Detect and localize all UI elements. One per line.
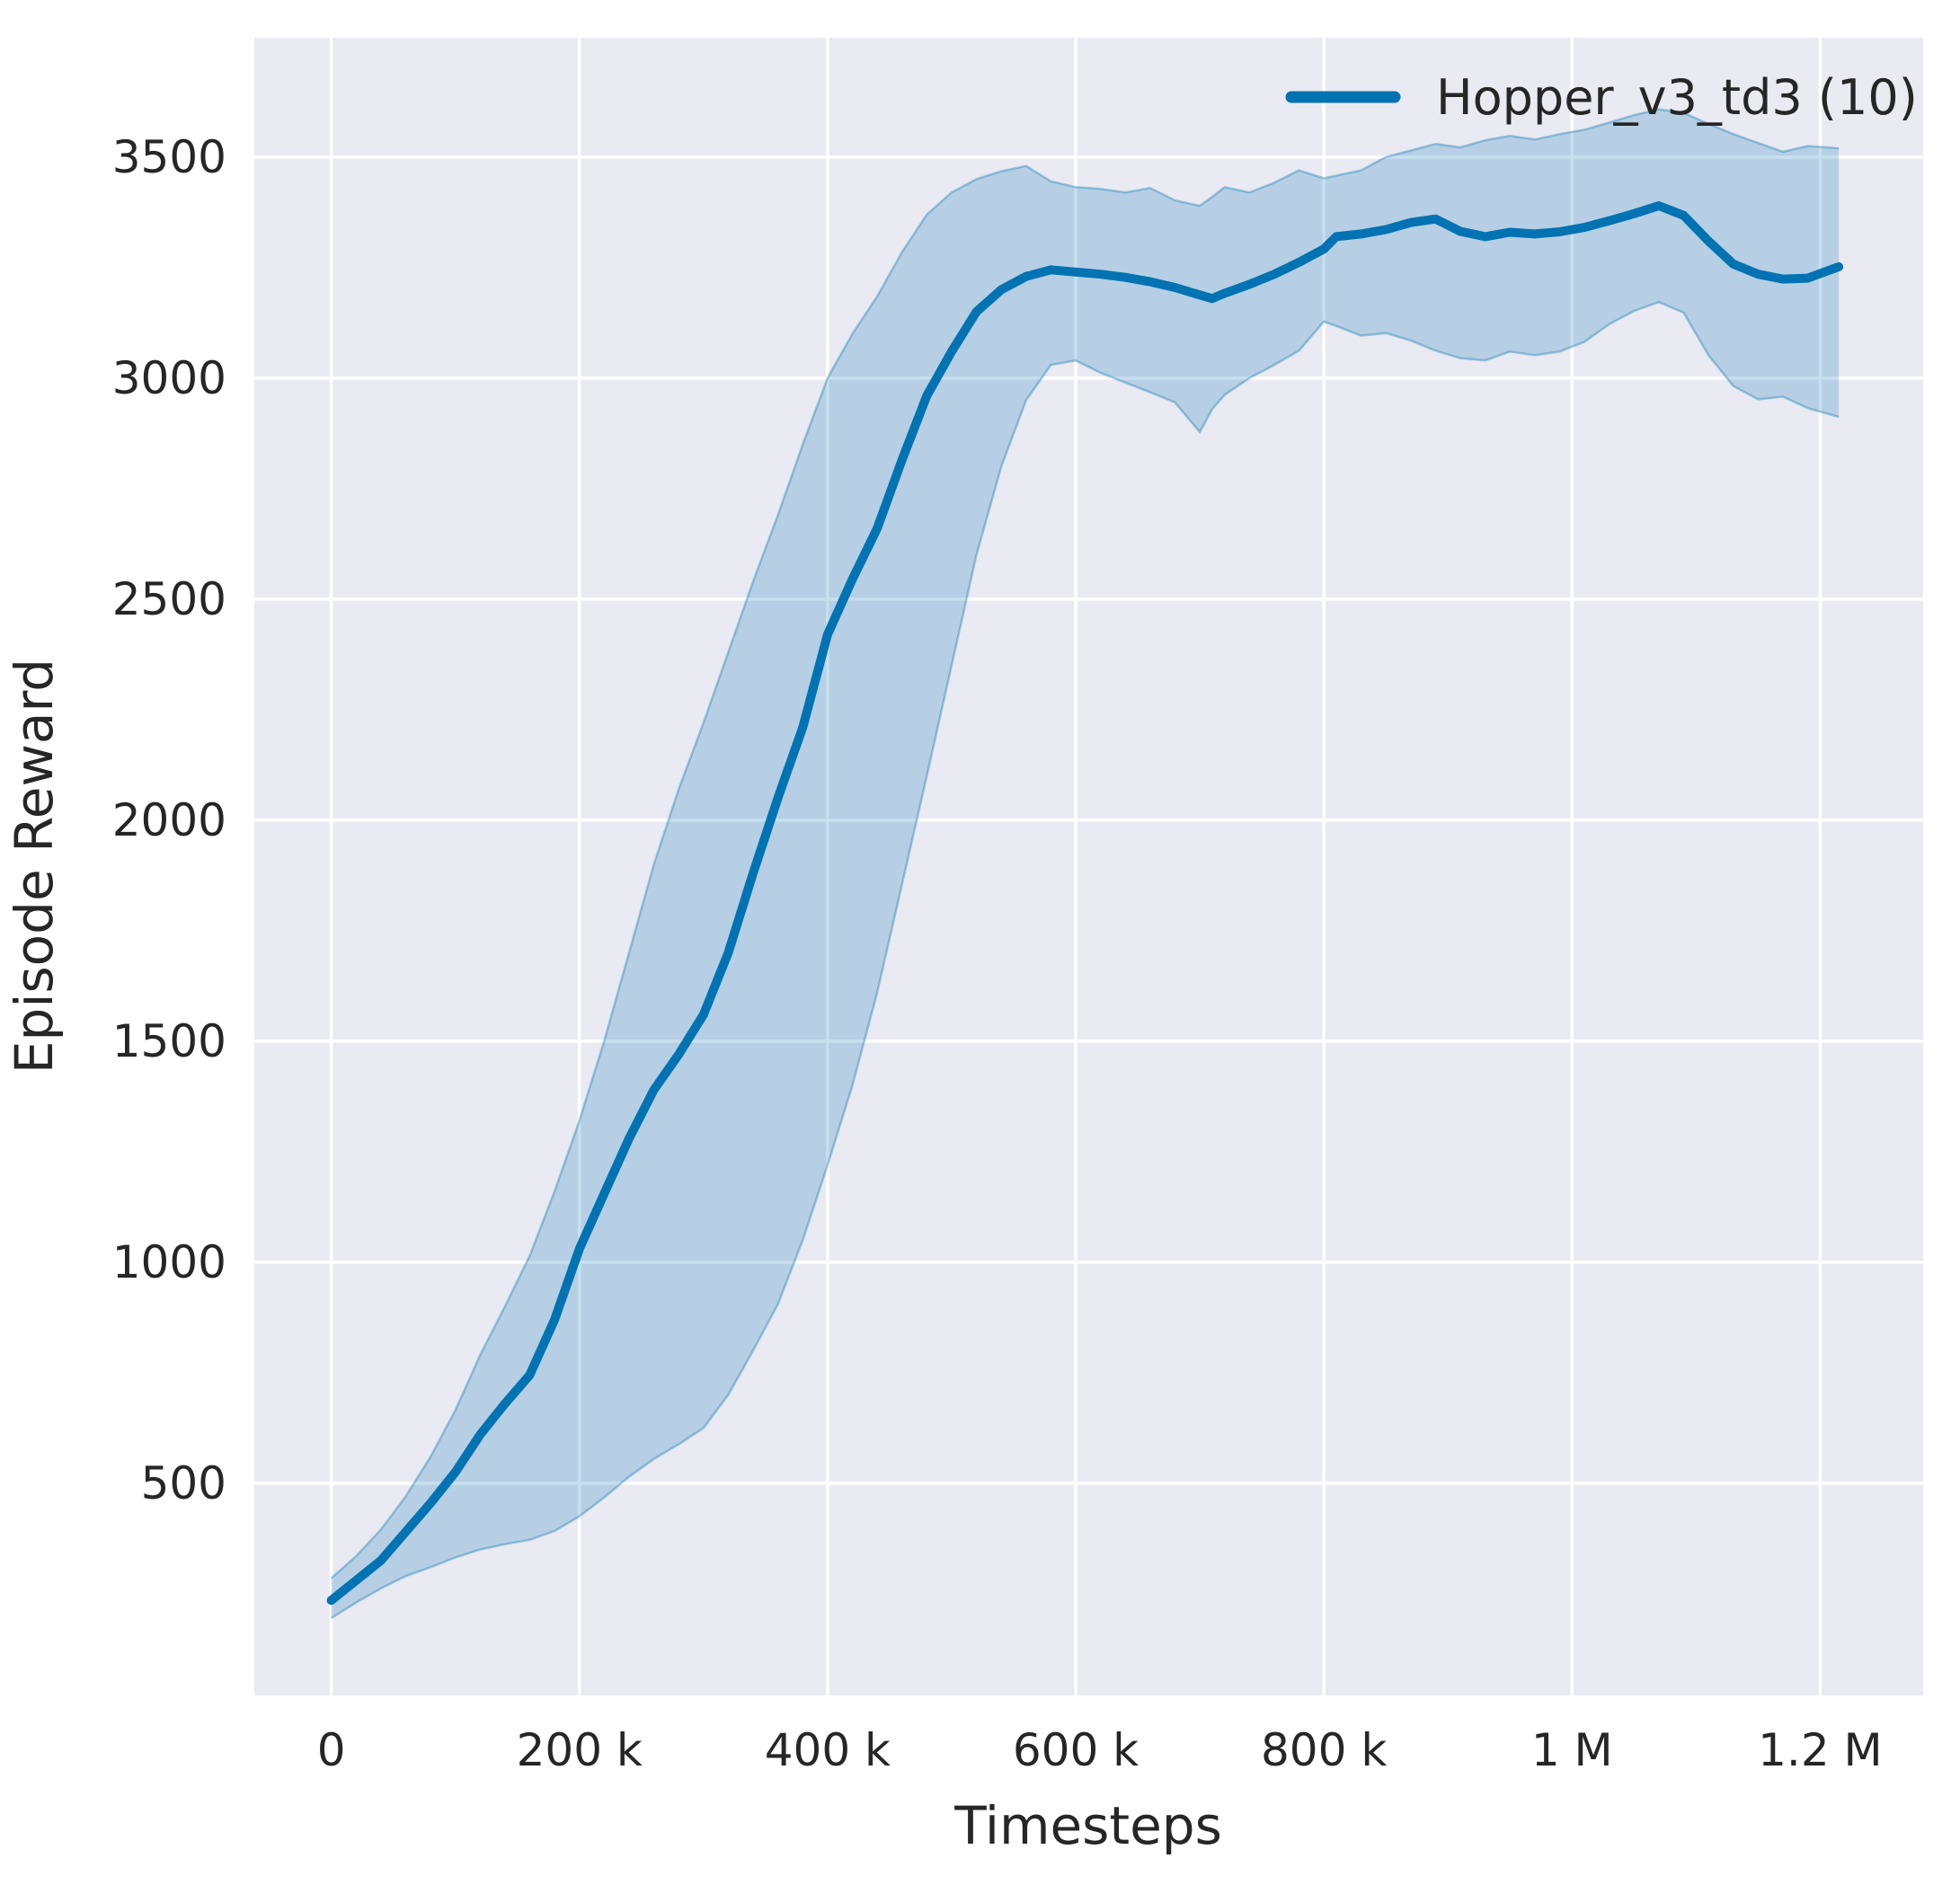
confidence-band-upper-edge — [330, 108, 1840, 1580]
x-axis-tick-labels: 0 200 k 400 k 600 k 800 k 1 M 1.2 M — [317, 1724, 1883, 1776]
confidence-band-lower-edge — [330, 300, 1840, 1619]
x-tick-label: 1 M — [1531, 1724, 1613, 1776]
y-tick-label: 500 — [141, 1457, 226, 1509]
x-tick-label: 800 k — [1261, 1724, 1387, 1776]
x-tick-label: 1.2 M — [1758, 1724, 1883, 1776]
x-tick-label: 400 k — [765, 1724, 891, 1776]
mean-reward-line — [326, 201, 1844, 1606]
horizontal-gridlines — [254, 155, 1923, 1485]
x-axis-label: Timesteps — [953, 1795, 1222, 1856]
x-tick-label: 0 — [317, 1724, 346, 1776]
plot-area — [254, 38, 1923, 1695]
y-tick-label: 2000 — [112, 794, 226, 846]
x-tick-label: 200 k — [517, 1724, 643, 1776]
y-tick-label: 1500 — [112, 1015, 226, 1067]
legend-series-label: Hopper_v3_td3 (10) — [1436, 69, 1918, 126]
y-tick-label: 1000 — [112, 1236, 226, 1288]
y-axis-tick-labels: 500 1000 1500 2000 2500 3000 3500 — [112, 131, 226, 1509]
confidence-band — [331, 109, 1840, 1618]
y-tick-label: 3500 — [112, 131, 226, 183]
y-tick-label: 3000 — [112, 352, 226, 404]
y-tick-label: 2500 — [112, 573, 226, 625]
y-axis-label: Episode Reward — [4, 659, 65, 1074]
legend: Hopper_v3_td3 (10) — [1285, 69, 1918, 126]
x-tick-label: 600 k — [1013, 1724, 1139, 1776]
vertical-gridlines — [329, 38, 1823, 1695]
